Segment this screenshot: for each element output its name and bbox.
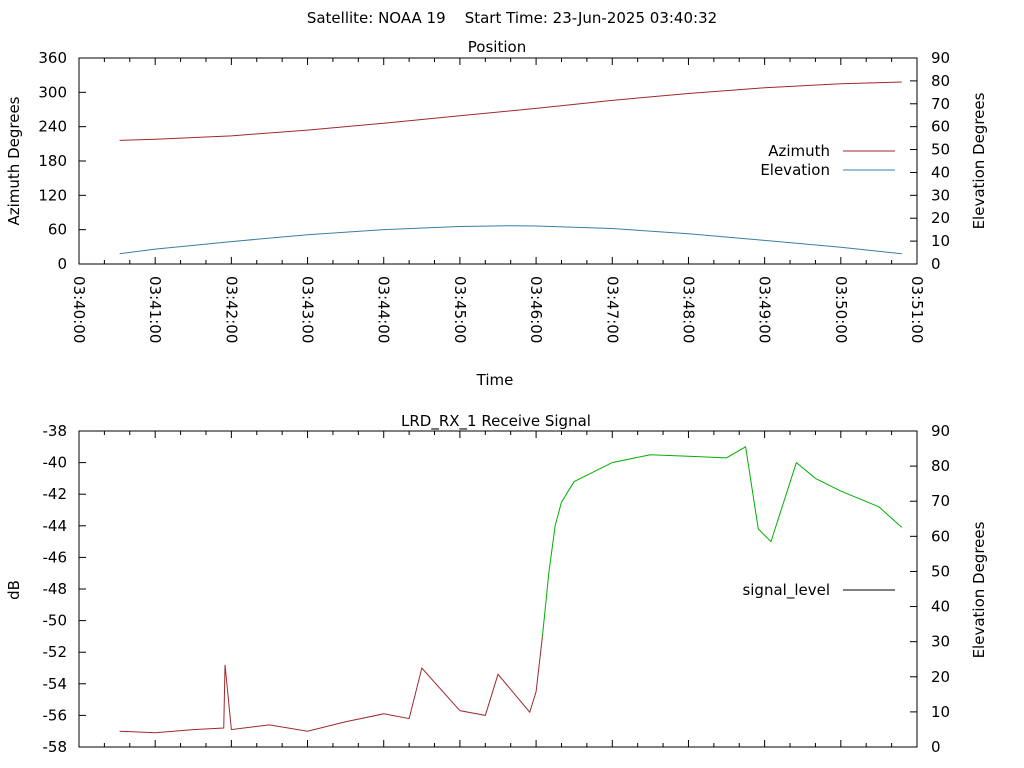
position-chart-title: Position bbox=[468, 38, 526, 56]
signal-y-ticks: -58 -56 -54 -52 -50 -48 -46 -44 -42 -40 -38 bbox=[43, 422, 86, 756]
x-tick-label: 03:46:00 bbox=[527, 276, 545, 343]
y-tick-label: 300 bbox=[38, 83, 67, 101]
y2-tick-label: 20 bbox=[931, 668, 950, 686]
position-y-ticks: 0 60 120 180 240 300 360 bbox=[38, 49, 86, 273]
signal-legend: signal_level bbox=[742, 581, 895, 600]
x-tick-label: 03:43:00 bbox=[299, 276, 317, 343]
y2-tick-label: 90 bbox=[931, 422, 950, 440]
y-tick-label: -50 bbox=[43, 612, 68, 630]
header-text: Satellite: NOAA 19 Start Time: 23-Jun-20… bbox=[307, 9, 717, 27]
x-tick-label: 03:41:00 bbox=[146, 276, 164, 343]
signal-y2-ticks: 0 10 20 30 40 50 60 70 80 90 bbox=[910, 422, 950, 756]
position-series bbox=[119, 81, 902, 255]
signal-y-axis-label: dB bbox=[5, 580, 23, 600]
legend-label-azimuth: Azimuth bbox=[768, 142, 830, 160]
legend-label-signal-level: signal_level bbox=[742, 581, 830, 600]
y-tick-label: -38 bbox=[43, 422, 68, 440]
y-tick-label: 240 bbox=[38, 118, 67, 136]
signal-chart-title: LRD_RX_1 Receive Signal bbox=[401, 412, 591, 431]
y-tick-label: 120 bbox=[38, 186, 67, 204]
x-tick-label: 03:42:00 bbox=[222, 276, 240, 343]
y2-tick-label: 40 bbox=[931, 163, 950, 181]
y-tick-label: -52 bbox=[43, 643, 68, 661]
x-tick-label: 03:50:00 bbox=[832, 276, 850, 343]
position-y2-ticks: 0 10 20 30 40 50 60 70 80 90 bbox=[910, 49, 950, 273]
position-x-axis-label: Time bbox=[476, 371, 514, 389]
x-tick-label: 03:47:00 bbox=[603, 276, 621, 343]
y2-tick-label: 10 bbox=[931, 232, 950, 250]
legend-label-elevation: Elevation bbox=[760, 161, 830, 179]
y2-tick-label: 0 bbox=[931, 738, 941, 756]
y-tick-label: 0 bbox=[57, 255, 67, 273]
signal-chart: LRD_RX_1 Receive Signal dB Elevation Deg… bbox=[5, 412, 988, 756]
series-line-signal_level-high bbox=[541, 445, 903, 637]
y-tick-label: -48 bbox=[43, 580, 68, 598]
y-tick-label: -54 bbox=[43, 675, 68, 693]
y2-tick-label: 80 bbox=[931, 457, 950, 475]
y2-tick-label: 50 bbox=[931, 141, 950, 159]
y-tick-label: -44 bbox=[43, 517, 68, 535]
y2-tick-label: 30 bbox=[931, 633, 950, 651]
y2-tick-label: 50 bbox=[931, 562, 950, 580]
signal-x-ticks bbox=[78, 431, 918, 747]
x-tick-label: 03:51:00 bbox=[908, 276, 926, 343]
position-x-ticks: 03:40:00 03:41:00 03:42:00 03:43:00 03:44:00… bbox=[70, 58, 926, 343]
y-tick-label: -40 bbox=[43, 454, 68, 472]
position-legend: Azimuth Elevation bbox=[760, 142, 895, 179]
signal-series bbox=[119, 445, 903, 734]
y2-tick-label: 10 bbox=[931, 703, 950, 721]
y2-tick-label: 80 bbox=[931, 72, 950, 90]
y-tick-label: -56 bbox=[43, 706, 68, 724]
series-line-elevation bbox=[119, 225, 902, 255]
y-tick-label: 180 bbox=[38, 152, 67, 170]
x-tick-label: 03:49:00 bbox=[756, 276, 774, 343]
series-line-azimuth bbox=[119, 81, 902, 141]
position-y2-axis-label: Elevation Degrees bbox=[970, 92, 988, 229]
y-tick-label: -46 bbox=[43, 548, 68, 566]
y-tick-label: -42 bbox=[43, 485, 68, 503]
y-tick-label: 60 bbox=[48, 221, 67, 239]
y2-tick-label: 70 bbox=[931, 492, 950, 510]
position-chart: Position Azimuth Degrees Elevation Degre… bbox=[5, 38, 988, 389]
y2-tick-label: 70 bbox=[931, 95, 950, 113]
x-tick-label: 03:40:00 bbox=[70, 276, 88, 343]
y-tick-label: -58 bbox=[43, 738, 68, 756]
y2-tick-label: 60 bbox=[931, 527, 950, 545]
signal-y2-axis-label: Elevation Degrees bbox=[970, 521, 988, 658]
y2-tick-label: 40 bbox=[931, 598, 950, 616]
y2-tick-label: 20 bbox=[931, 209, 950, 227]
x-tick-label: 03:45:00 bbox=[451, 276, 469, 343]
y2-tick-label: 90 bbox=[931, 49, 950, 67]
y-tick-label: 360 bbox=[38, 49, 67, 67]
position-y-axis-label: Azimuth Degrees bbox=[5, 96, 23, 225]
x-tick-label: 03:48:00 bbox=[679, 276, 697, 343]
y2-tick-label: 0 bbox=[931, 255, 941, 273]
x-tick-label: 03:44:00 bbox=[375, 276, 393, 343]
y2-tick-label: 60 bbox=[931, 118, 950, 136]
series-line-signal_level-low bbox=[119, 636, 543, 734]
y2-tick-label: 30 bbox=[931, 186, 950, 204]
